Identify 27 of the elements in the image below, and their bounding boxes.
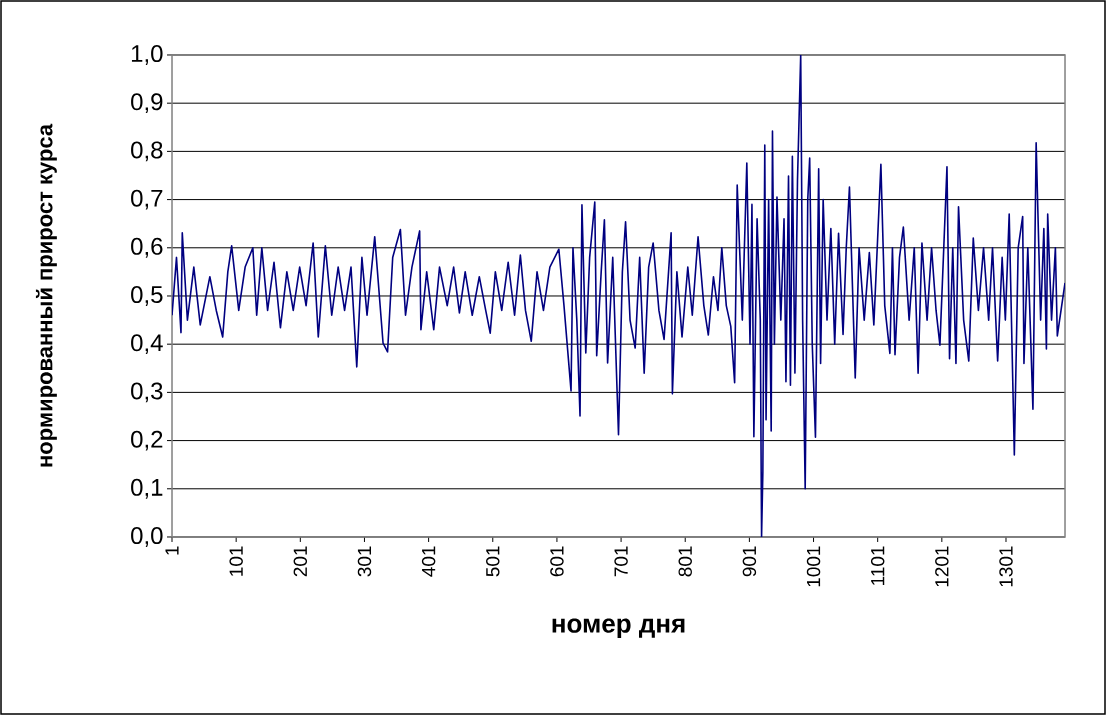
x-tick-label: 301 xyxy=(357,546,372,577)
x-tick-label: 201 xyxy=(293,546,308,577)
x-tick-label: 1101 xyxy=(870,546,885,585)
y-tick-label: 0,9 xyxy=(131,93,163,114)
y-tick-label: 0,1 xyxy=(131,478,163,499)
x-tick-label: 701 xyxy=(614,546,628,577)
x-tick-label: 1001 xyxy=(806,546,821,587)
x-tick-label: 601 xyxy=(550,546,564,577)
x-tick-label: 501 xyxy=(486,546,500,577)
y-tick-label: 1,0 xyxy=(131,45,163,65)
y-tick-label: 0,0 xyxy=(131,527,163,547)
x-tick-label: 401 xyxy=(421,546,436,577)
y-tick-label: 0,8 xyxy=(131,141,163,162)
y-tick-label: 0,5 xyxy=(131,286,163,306)
x-tick-label: 1201 xyxy=(935,546,949,587)
y-tick-label: 0,7 xyxy=(131,189,163,210)
x-tick-label: 901 xyxy=(742,546,757,577)
x-tick-label: 801 xyxy=(678,546,692,577)
y-axis-title: нормированный прирост курса xyxy=(35,123,57,467)
x-tick-label: 1 xyxy=(165,546,179,555)
x-axis-title: номер дня xyxy=(552,618,685,638)
x-tick-label: 101 xyxy=(229,546,243,576)
y-tick-label: 0,6 xyxy=(131,237,163,258)
y-tick-label: 0,3 xyxy=(131,382,163,403)
x-tick-label: 1301 xyxy=(999,546,1013,587)
y-tick-label: 0,2 xyxy=(131,430,163,451)
y-tick-label: 0,4 xyxy=(131,334,163,355)
